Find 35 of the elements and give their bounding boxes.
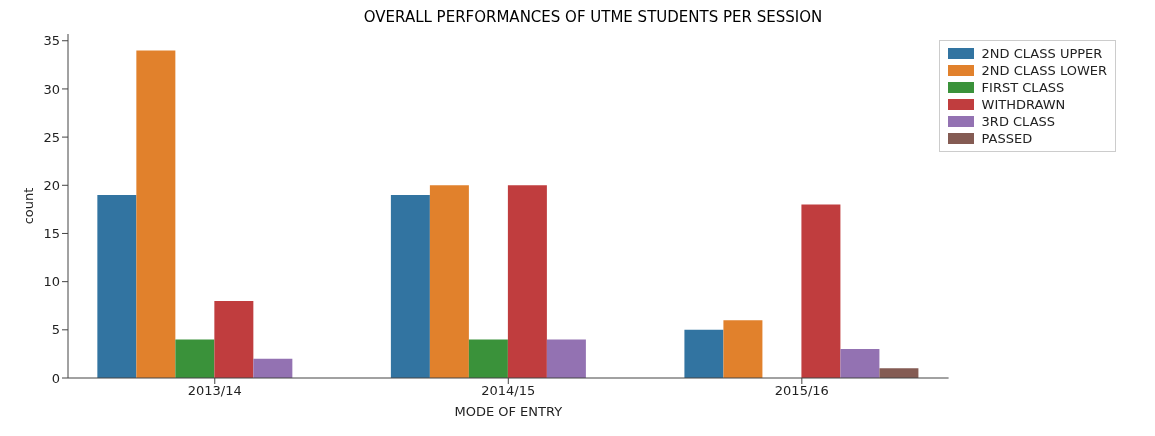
bar bbox=[175, 339, 215, 378]
x-tick-label: 2015/16 bbox=[774, 383, 829, 399]
chart-title: OVERALL PERFORMANCES OF UTME STUDENTS PER SESSION bbox=[362, 8, 824, 28]
bar bbox=[507, 185, 547, 378]
y-tick-label: 5 bbox=[51, 322, 60, 338]
y-tick-label: 0 bbox=[51, 370, 60, 386]
y-tick-label: 25 bbox=[43, 129, 60, 145]
x-tick-label: 2014/15 bbox=[481, 383, 536, 399]
y-tick-label: 15 bbox=[43, 226, 60, 242]
bar bbox=[546, 339, 586, 378]
bar bbox=[840, 349, 880, 378]
x-axis-title: MODE OF ENTRY bbox=[454, 404, 563, 419]
bar bbox=[253, 358, 293, 378]
bar bbox=[214, 300, 254, 378]
bar bbox=[468, 339, 508, 378]
y-tick-label: 30 bbox=[43, 81, 60, 97]
bar bbox=[879, 368, 919, 378]
bar bbox=[801, 204, 841, 378]
x-tick-label: 2013/14 bbox=[187, 383, 242, 399]
y-axis-title: count bbox=[20, 187, 36, 225]
legend-label: PASSED bbox=[981, 130, 1033, 147]
bar bbox=[429, 185, 469, 378]
y-tick-label: 35 bbox=[43, 33, 60, 49]
legend-label: 2ND CLASS UPPER bbox=[981, 45, 1103, 62]
legend-label: WITHDRAWN bbox=[981, 96, 1066, 113]
bar bbox=[723, 320, 763, 378]
bar bbox=[684, 329, 724, 378]
bar bbox=[390, 194, 430, 378]
y-tick-label: 10 bbox=[43, 274, 60, 290]
legend-label: 2ND CLASS LOWER bbox=[981, 62, 1107, 79]
y-tick-label: 20 bbox=[43, 177, 60, 193]
bar bbox=[97, 194, 137, 378]
legend-label: FIRST CLASS bbox=[981, 79, 1065, 96]
bar bbox=[136, 50, 176, 378]
legend-label: 3RD CLASS bbox=[981, 113, 1056, 130]
